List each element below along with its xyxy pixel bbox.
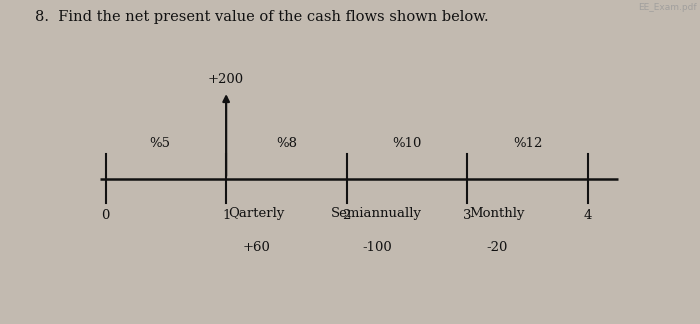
- Text: 1: 1: [222, 209, 230, 222]
- Text: %5: %5: [149, 137, 170, 150]
- Text: 8.  Find the net present value of the cash flows shown below.: 8. Find the net present value of the cas…: [35, 10, 489, 24]
- Text: %10: %10: [392, 137, 421, 150]
- Text: -100: -100: [362, 241, 392, 254]
- Text: EE_Exam.pdf: EE_Exam.pdf: [638, 3, 696, 12]
- Text: Semiannually: Semiannually: [331, 207, 422, 220]
- Text: 2: 2: [342, 209, 351, 222]
- Text: Monthly: Monthly: [470, 207, 525, 220]
- Text: %12: %12: [513, 137, 542, 150]
- Text: 3: 3: [463, 209, 472, 222]
- Text: Qarterly: Qarterly: [228, 207, 284, 220]
- Text: 4: 4: [584, 209, 592, 222]
- Text: +60: +60: [242, 241, 270, 254]
- Text: %8: %8: [276, 137, 297, 150]
- Text: 0: 0: [102, 209, 110, 222]
- Text: -20: -20: [486, 241, 508, 254]
- Text: +200: +200: [208, 73, 244, 86]
